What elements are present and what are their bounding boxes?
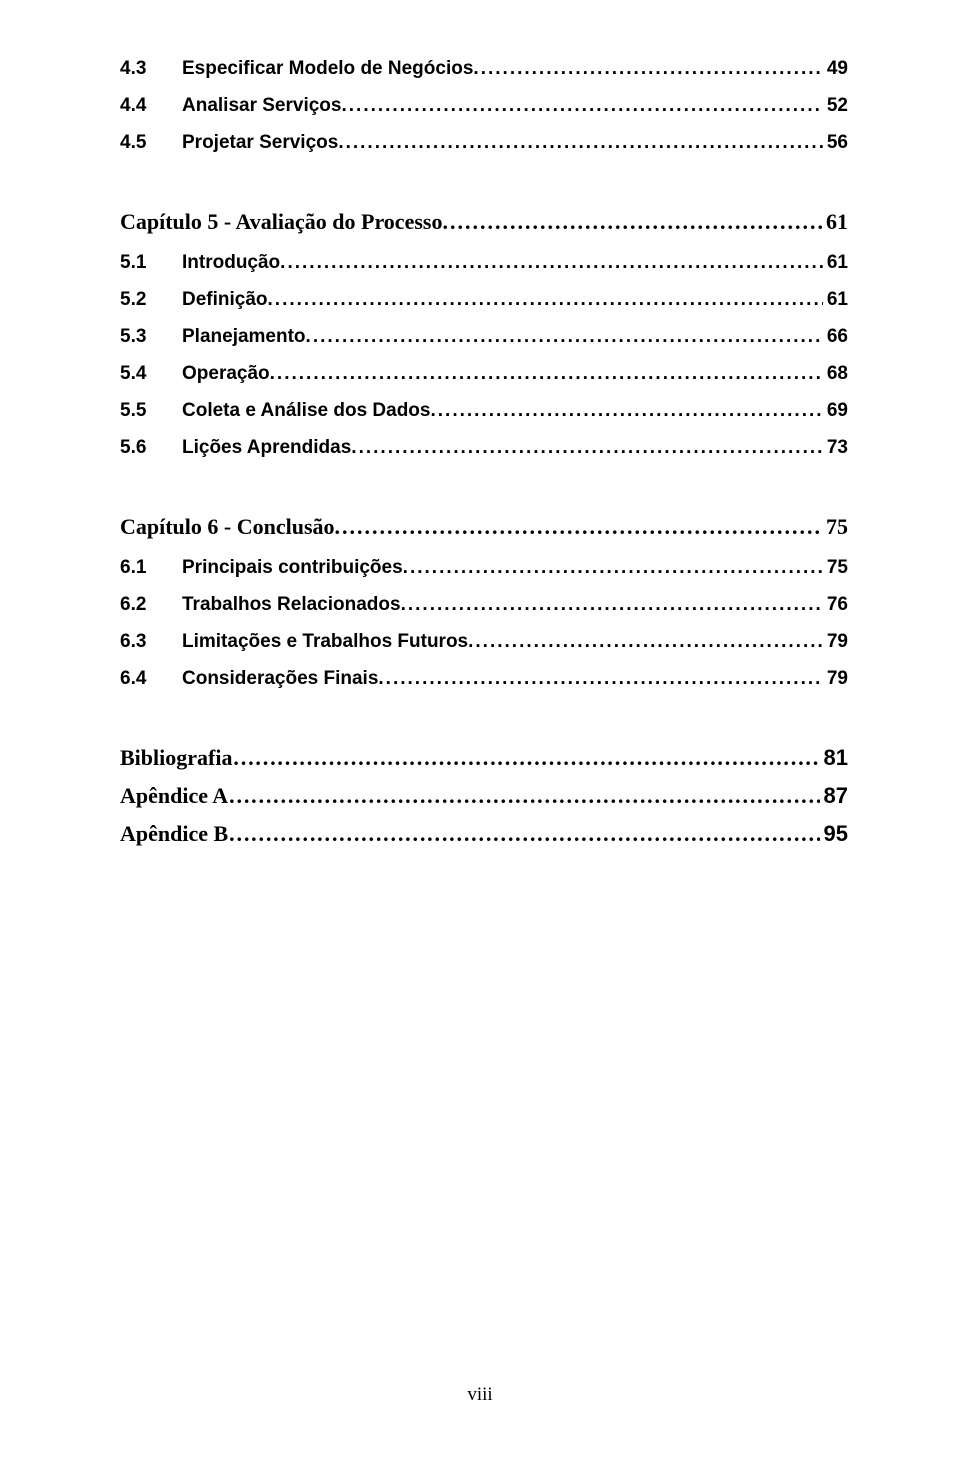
page-footer: viii <box>0 1384 960 1406</box>
toc-page-number: 56 <box>823 132 848 154</box>
toc-page-number: 69 <box>823 400 848 422</box>
toc-label: 5.1Introdução <box>120 252 280 274</box>
toc-label: 5.5Coleta e Análise dos Dados <box>120 400 430 422</box>
toc-page-number: 52 <box>823 95 848 117</box>
toc-entry-4-4: 4.4Analisar Serviços 52 <box>120 95 848 117</box>
toc-label: 4.3Especificar Modelo de Negócios <box>120 58 473 80</box>
toc-chapter-title: Capítulo 6 - Conclusão <box>120 514 335 540</box>
toc-leader <box>401 594 823 616</box>
toc-label: 6.2Trabalhos Relacionados <box>120 594 401 616</box>
page-number-roman: viii <box>467 1384 492 1405</box>
toc-leader <box>232 745 819 771</box>
toc-apendice-b: Apêndice B 95 <box>120 821 848 847</box>
toc-page-number: 73 <box>823 437 848 459</box>
toc-label: 5.6Lições Aprendidas <box>120 437 351 459</box>
toc-page-number: 66 <box>823 326 848 348</box>
toc-label: 5.2Definição <box>120 289 268 311</box>
toc-page-number: 61 <box>823 252 848 274</box>
toc-entry-5-4: 5.4Operação 68 <box>120 363 848 385</box>
toc-leader <box>228 783 819 809</box>
toc-leader <box>228 821 819 847</box>
toc-page-number: 76 <box>823 594 848 616</box>
toc-label: 4.4Analisar Serviços <box>120 95 341 117</box>
toc-page-number: 75 <box>822 514 848 540</box>
toc-page-number: 49 <box>823 58 848 80</box>
toc-entry-6-4: 6.4Considerações Finais 79 <box>120 668 848 690</box>
toc-chapter-5: Capítulo 5 - Avaliação do Processo 61 <box>120 209 848 235</box>
toc-entry-6-3: 6.3Limitações e Trabalhos Futuros 79 <box>120 631 848 653</box>
toc-leader <box>280 252 823 274</box>
toc-apendice-a: Apêndice A 87 <box>120 783 848 809</box>
toc-leader <box>442 209 822 235</box>
toc-page-number: 81 <box>820 745 848 771</box>
toc-leader <box>268 289 823 311</box>
toc-leader <box>341 95 822 117</box>
toc-page-number: 68 <box>823 363 848 385</box>
toc-leader <box>473 58 822 80</box>
toc-label: Apêndice A <box>120 783 228 809</box>
toc-leader <box>306 326 823 348</box>
toc-label: 6.1Principais contribuições <box>120 557 403 579</box>
toc-leader <box>335 514 822 540</box>
toc-chapter-title: Capítulo 5 - Avaliação do Processo <box>120 209 442 235</box>
toc-page: 4.3Especificar Modelo de Negócios 49 4.4… <box>0 0 960 1466</box>
toc-entry-6-1: 6.1Principais contribuições 75 <box>120 557 848 579</box>
toc-chapter-6: Capítulo 6 - Conclusão 75 <box>120 514 848 540</box>
toc-leader <box>270 363 823 385</box>
toc-entry-6-2: 6.2Trabalhos Relacionados 76 <box>120 594 848 616</box>
toc-entry-4-5: 4.5Projetar Serviços 56 <box>120 132 848 154</box>
toc-label: Bibliografia <box>120 745 232 771</box>
toc-label: 4.5Projetar Serviços <box>120 132 338 154</box>
toc-leader <box>351 437 823 459</box>
toc-page-number: 61 <box>822 209 848 235</box>
toc-page-number: 87 <box>820 783 848 809</box>
toc-leader <box>338 132 823 154</box>
toc-entry-5-3: 5.3Planejamento 66 <box>120 326 848 348</box>
toc-page-number: 79 <box>823 631 848 653</box>
toc-page-number: 61 <box>823 289 848 311</box>
toc-label: 6.3Limitações e Trabalhos Futuros <box>120 631 468 653</box>
toc-label: 5.4Operação <box>120 363 270 385</box>
toc-label: Apêndice B <box>120 821 228 847</box>
toc-entry-5-2: 5.2Definição 61 <box>120 289 848 311</box>
toc-leader <box>403 557 823 579</box>
toc-leader <box>378 668 822 690</box>
toc-label: 5.3Planejamento <box>120 326 306 348</box>
toc-leader <box>468 631 823 653</box>
toc-page-number: 75 <box>823 557 848 579</box>
toc-entry-5-1: 5.1Introdução 61 <box>120 252 848 274</box>
toc-bibliografia: Bibliografia 81 <box>120 745 848 771</box>
toc-label: 6.4Considerações Finais <box>120 668 378 690</box>
toc-page-number: 79 <box>823 668 848 690</box>
toc-entry-5-5: 5.5Coleta e Análise dos Dados 69 <box>120 400 848 422</box>
toc-entry-5-6: 5.6Lições Aprendidas 73 <box>120 437 848 459</box>
toc-page-number: 95 <box>820 821 848 847</box>
toc-leader <box>430 400 822 422</box>
toc-entry-4-3: 4.3Especificar Modelo de Negócios 49 <box>120 58 848 80</box>
